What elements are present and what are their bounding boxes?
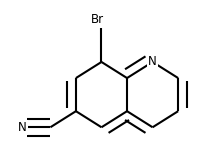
Text: Br: Br bbox=[91, 13, 104, 26]
Text: N: N bbox=[18, 121, 27, 134]
Text: N: N bbox=[148, 55, 157, 68]
